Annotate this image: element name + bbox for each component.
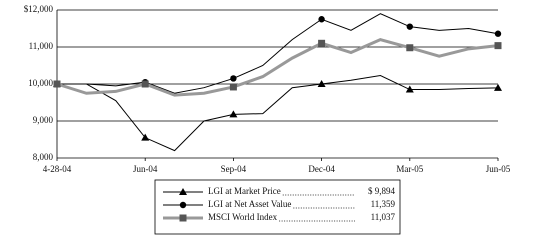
y-tick-label: 8,000 [33, 152, 54, 162]
point-marker [53, 80, 61, 88]
y-tick-label: 10,000 [28, 78, 53, 88]
x-tick-label: Dec-04 [308, 164, 335, 174]
series-line [57, 74, 499, 152]
point-marker [141, 133, 150, 141]
legend-value: 11,037 [371, 212, 396, 222]
legend-marker [179, 188, 187, 195]
legend-label: LGI at Net Asset Value [208, 199, 291, 209]
point-marker [494, 30, 502, 37]
point-marker [318, 16, 325, 23]
legend-value: $ 9,894 [368, 186, 396, 196]
point-marker [494, 42, 502, 50]
point-marker [317, 80, 326, 87]
x-tick-label: Sep-04 [221, 164, 247, 174]
x-tick-label: 4-28-04 [43, 164, 72, 174]
y-tick-label: 11,000 [29, 41, 54, 51]
point-marker [494, 83, 502, 91]
series-line [57, 13, 499, 94]
y-tick-label: 9,000 [33, 115, 54, 125]
point-marker [141, 80, 149, 88]
legend-value: 11,359 [371, 199, 396, 209]
point-marker [230, 75, 237, 82]
legend-label: MSCI World Index [208, 212, 278, 222]
series-line [56, 38, 499, 97]
point-marker [229, 83, 237, 91]
point-marker [229, 110, 238, 118]
point-marker [406, 23, 413, 30]
point-marker [318, 39, 326, 47]
x-tick-label: Mar-05 [396, 164, 423, 174]
y-tick-label: $12,000 [24, 4, 54, 14]
legend-box [154, 179, 401, 235]
legend-marker [179, 201, 187, 209]
point-marker [405, 85, 414, 93]
x-tick-label: Jun-05 [486, 164, 511, 174]
legend-marker [179, 214, 187, 222]
point-marker [406, 44, 414, 52]
legend-label: LGI at Market Price [208, 186, 281, 196]
x-tick-label: Jun-04 [133, 164, 158, 174]
